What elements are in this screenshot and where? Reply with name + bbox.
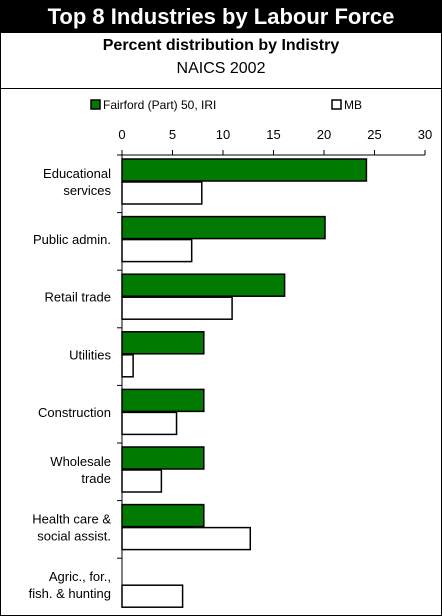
- bar-series-1: [121, 446, 205, 470]
- bar-series-2: [121, 238, 193, 263]
- category-label: Agric., for., fish. & hunting: [29, 569, 111, 601]
- bar-series-2: [121, 354, 134, 378]
- x-tick-label: 20: [317, 127, 331, 142]
- chart-subtitle-classification: NAICS 2002: [176, 60, 266, 77]
- x-tick-label: 30: [418, 127, 432, 142]
- bar-series-2: [121, 181, 203, 205]
- legend-swatch-1: [90, 99, 101, 110]
- category-label: Public admin.: [33, 232, 111, 247]
- bar-series-2: [121, 296, 233, 320]
- bar-series-1: [121, 388, 205, 413]
- x-tick-label: 0: [118, 127, 125, 142]
- x-tick-label: 15: [266, 127, 280, 142]
- bar-series-1: [121, 331, 205, 355]
- legend-label-1: Fairford (Part) 50, IRI: [103, 98, 216, 112]
- category-label: Retail trade: [45, 290, 111, 305]
- chart-title: Top 8 Industries by Labour Force: [1, 1, 441, 33]
- bar-series-1: [121, 273, 286, 297]
- header-divider: [1, 88, 441, 89]
- bar-series-1: [121, 215, 326, 240]
- bar-series-2: [121, 526, 252, 551]
- x-tick-label: 25: [367, 127, 381, 142]
- x-tick-label: 10: [216, 127, 230, 142]
- category-label: Educational services: [43, 166, 111, 198]
- legend-label-2: MB: [344, 98, 362, 112]
- bar-series-2: [121, 411, 178, 436]
- chart-subtitle: Percent distribution by Indistry: [102, 37, 340, 54]
- category-label: Wholesale trade: [50, 454, 111, 486]
- bar-series-1: [121, 158, 368, 182]
- category-label: Construction: [38, 405, 111, 420]
- bar-series-2: [121, 469, 163, 493]
- x-tick-label: 5: [169, 127, 176, 142]
- category-label: Utilities: [69, 347, 111, 362]
- legend-swatch-2: [331, 99, 342, 110]
- bar-series-2: [121, 584, 184, 608]
- category-label: Health care & social assist.: [32, 512, 111, 544]
- bar-chart: Fairford (Part) 50, IRI MB 0 5 10 15 20 25 30 Edu…: [29, 98, 432, 608]
- bar-series-1: [121, 503, 205, 528]
